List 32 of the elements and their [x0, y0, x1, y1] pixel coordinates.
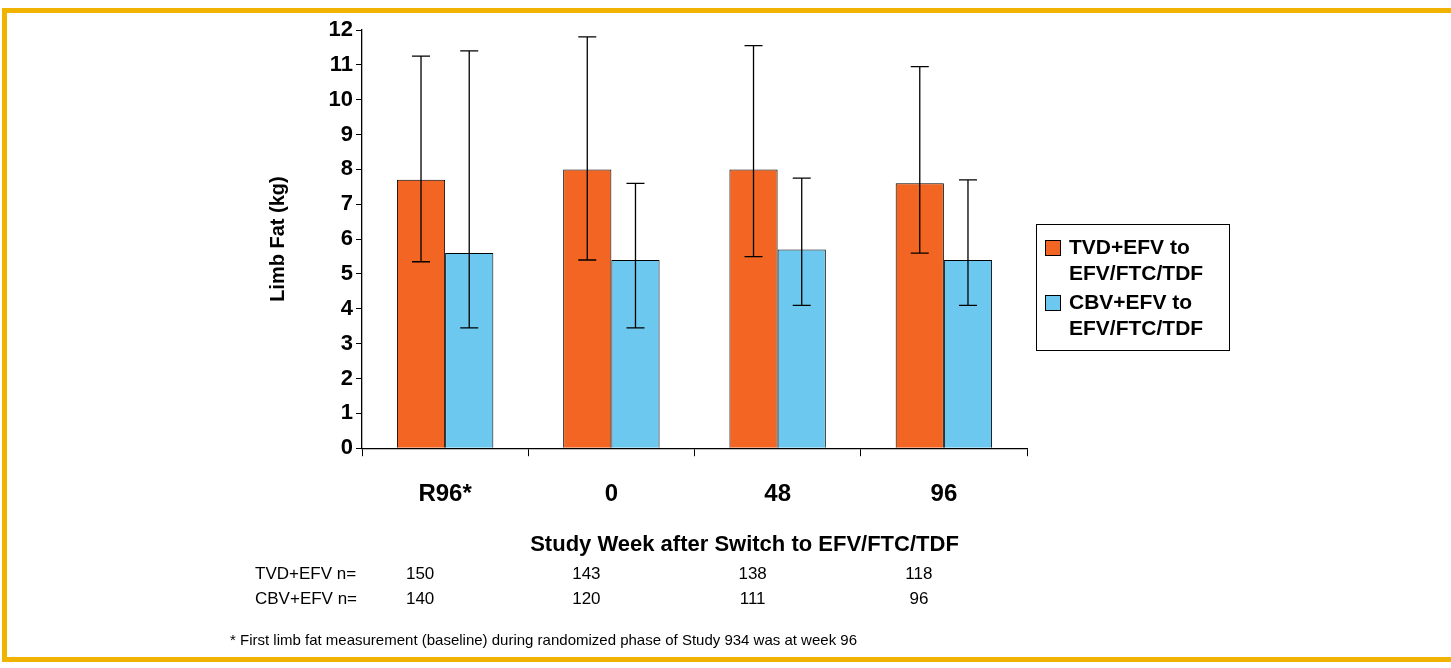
text: 96	[909, 588, 929, 608]
y-tick-label: 1	[340, 399, 353, 425]
y-tick-label: 0	[340, 434, 353, 460]
text: 120	[572, 588, 601, 608]
y-tick-label: 11	[329, 50, 353, 76]
y-tick-label: 4	[340, 294, 354, 320]
text: * First limb fat measurement (baseline) during randomized phase of Study 934 was at week 96	[230, 631, 857, 649]
text: CBV+EFV n=	[255, 588, 358, 608]
x-tick-label: 96	[930, 479, 958, 507]
x-tick-label: 0	[604, 479, 619, 507]
y-tick-label: 7	[340, 190, 353, 216]
text: TVD+EFV n=	[255, 563, 357, 583]
legend-label: CBV+EFV to EFV/FTC/TDF	[1069, 289, 1205, 341]
text: 150	[405, 563, 435, 583]
y-tick-label: 10	[328, 85, 353, 111]
legend-label: TVD+EFV to EFV/FTC/TDF	[1069, 234, 1205, 286]
text: 111	[739, 588, 766, 608]
y-tick-label: 8	[340, 155, 353, 181]
text: 143	[572, 563, 601, 583]
text: 118	[905, 563, 933, 583]
x-tick-label: R96*	[418, 479, 473, 507]
y-tick-label: 12	[328, 16, 353, 42]
y-tick-label: 5	[340, 260, 353, 286]
y-tick-label: 2	[340, 364, 353, 390]
x-axis-title: Study Week after Switch to EFV/FTC/TDF	[530, 531, 959, 557]
y-tick-label: 9	[340, 120, 353, 146]
x-tick-label: 48	[764, 479, 791, 507]
y-axis-title: Limb Fat (kg)	[265, 176, 288, 302]
y-tick-label: 3	[340, 329, 353, 355]
y-tick-label: 6	[340, 225, 353, 251]
text: 138	[738, 563, 767, 583]
text: 140	[405, 588, 435, 608]
